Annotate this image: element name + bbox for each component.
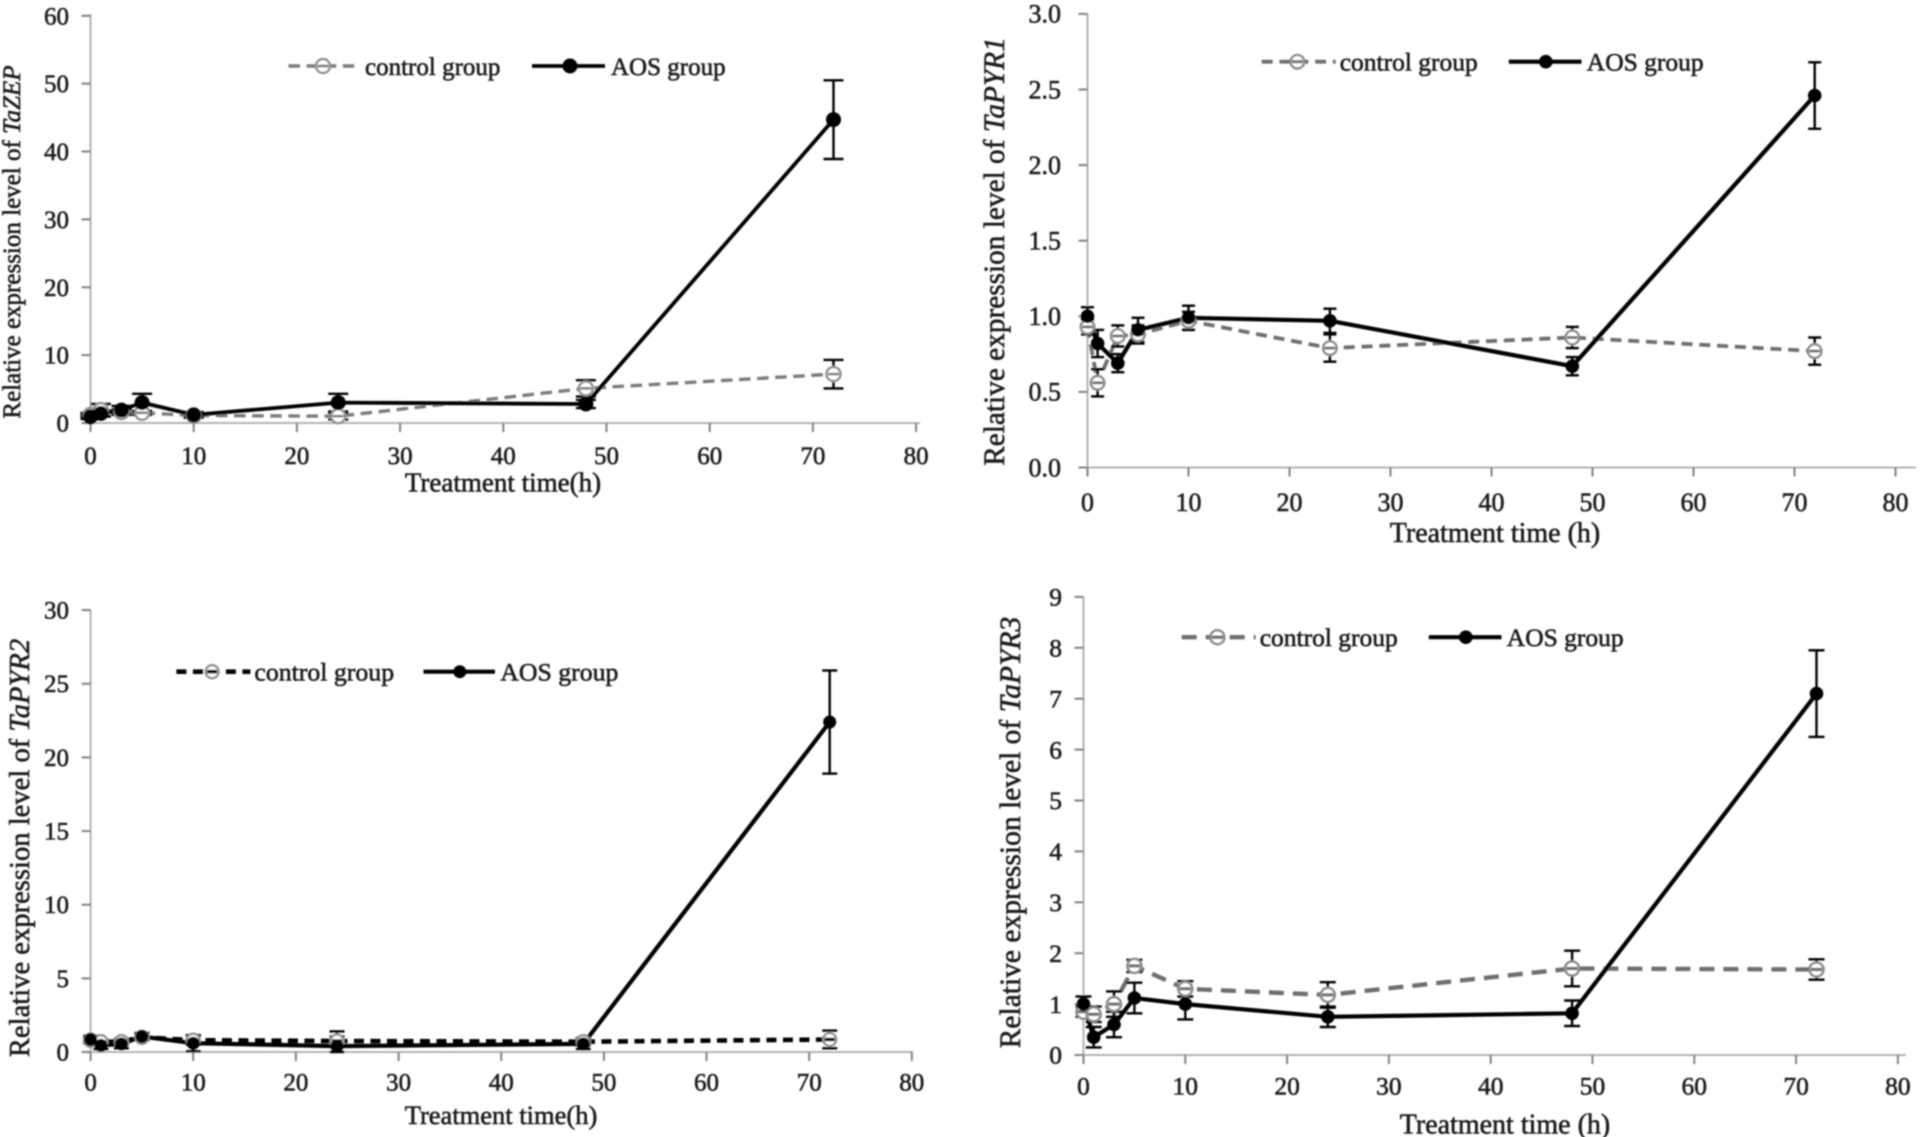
- svg-text:15: 15: [44, 819, 69, 846]
- svg-text:1.5: 1.5: [1029, 227, 1062, 256]
- svg-text:Relative expression level of: Relative expression level of TaPYR1: [979, 37, 1011, 466]
- svg-text:50: 50: [594, 443, 619, 470]
- svg-text:AOS group: AOS group: [1587, 48, 1704, 77]
- svg-text:20: 20: [1277, 488, 1303, 517]
- svg-text:20: 20: [284, 443, 309, 470]
- svg-text:80: 80: [1885, 1072, 1911, 1101]
- svg-text:50: 50: [1580, 488, 1606, 517]
- svg-text:20: 20: [44, 745, 69, 772]
- svg-text:0.0: 0.0: [1029, 453, 1062, 482]
- svg-text:40: 40: [489, 1070, 514, 1097]
- svg-text:20: 20: [44, 275, 69, 302]
- svg-text:Relative expression level of: Relative expression level of TaZEP: [0, 65, 26, 418]
- svg-text:control group: control group: [1260, 623, 1398, 652]
- svg-text:80: 80: [1883, 488, 1909, 517]
- svg-text:80: 80: [899, 1070, 924, 1097]
- svg-text:1: 1: [1049, 990, 1062, 1019]
- svg-text:0: 0: [84, 1070, 97, 1097]
- svg-text:Relative expression level of: Relative expression level of TaPYR2: [5, 639, 36, 1057]
- svg-text:40: 40: [491, 443, 516, 470]
- svg-text:Treatment time (h): Treatment time (h): [1390, 518, 1600, 549]
- svg-text:30: 30: [44, 207, 69, 234]
- svg-text:5: 5: [57, 966, 70, 993]
- svg-text:30: 30: [386, 1070, 411, 1097]
- svg-text:60: 60: [697, 443, 722, 470]
- svg-text:10: 10: [1173, 1072, 1199, 1101]
- svg-text:0: 0: [1049, 1041, 1062, 1070]
- svg-text:30: 30: [1376, 1072, 1402, 1101]
- svg-text:control group: control group: [254, 658, 394, 687]
- svg-text:10: 10: [181, 1070, 206, 1097]
- svg-text:AOS group: AOS group: [611, 54, 726, 81]
- svg-text:2.5: 2.5: [1029, 75, 1062, 104]
- svg-text:50: 50: [1580, 1072, 1606, 1101]
- svg-text:7: 7: [1049, 684, 1062, 713]
- svg-text:10: 10: [1176, 488, 1202, 517]
- svg-text:70: 70: [1783, 1072, 1809, 1101]
- svg-text:0.5: 0.5: [1029, 378, 1062, 407]
- svg-text:4: 4: [1049, 837, 1062, 866]
- svg-text:AOS group: AOS group: [1507, 623, 1624, 652]
- svg-text:30: 30: [388, 443, 413, 470]
- svg-text:10: 10: [44, 343, 69, 370]
- svg-text:60: 60: [1681, 488, 1707, 517]
- svg-text:0: 0: [57, 1040, 70, 1067]
- svg-text:Treatment time(h): Treatment time(h): [405, 1100, 598, 1130]
- svg-text:6: 6: [1049, 735, 1062, 764]
- svg-text:70: 70: [800, 443, 825, 470]
- svg-text:2: 2: [1049, 939, 1062, 968]
- svg-text:0: 0: [57, 411, 70, 438]
- svg-text:50: 50: [44, 71, 69, 98]
- svg-text:70: 70: [797, 1070, 822, 1097]
- svg-text:5: 5: [1049, 786, 1062, 815]
- svg-text:Treatment time (h): Treatment time (h): [1400, 1110, 1610, 1137]
- svg-text:80: 80: [904, 443, 929, 470]
- svg-text:9: 9: [1049, 583, 1062, 612]
- svg-text:0: 0: [84, 443, 97, 470]
- svg-text:10: 10: [181, 443, 206, 470]
- svg-text:60: 60: [1682, 1072, 1708, 1101]
- svg-text:25: 25: [44, 671, 69, 698]
- svg-text:control group: control group: [365, 54, 500, 81]
- svg-text:30: 30: [44, 598, 69, 625]
- svg-text:20: 20: [1274, 1072, 1300, 1101]
- svg-text:70: 70: [1782, 488, 1808, 517]
- svg-text:0: 0: [1077, 1072, 1090, 1101]
- svg-text:8: 8: [1049, 634, 1062, 663]
- svg-text:control group: control group: [1340, 48, 1478, 77]
- svg-text:20: 20: [283, 1070, 308, 1097]
- svg-text:50: 50: [591, 1070, 616, 1097]
- svg-text:40: 40: [44, 139, 69, 166]
- svg-text:60: 60: [44, 3, 69, 30]
- svg-text:40: 40: [1478, 1072, 1504, 1101]
- svg-text:3.0: 3.0: [1029, 0, 1062, 29]
- svg-text:Relative expression level of: Relative expression level of TaPYR3: [995, 617, 1027, 1049]
- svg-text:30: 30: [1378, 488, 1404, 517]
- svg-text:60: 60: [694, 1070, 719, 1097]
- svg-text:3: 3: [1049, 888, 1062, 917]
- svg-text:2.0: 2.0: [1029, 151, 1062, 180]
- svg-text:AOS group: AOS group: [500, 658, 618, 687]
- svg-text:10: 10: [44, 892, 69, 919]
- svg-text:1.0: 1.0: [1029, 302, 1062, 331]
- svg-text:40: 40: [1479, 488, 1505, 517]
- svg-text:Treatment time(h): Treatment time(h): [405, 468, 601, 498]
- svg-text:0: 0: [1081, 488, 1094, 517]
